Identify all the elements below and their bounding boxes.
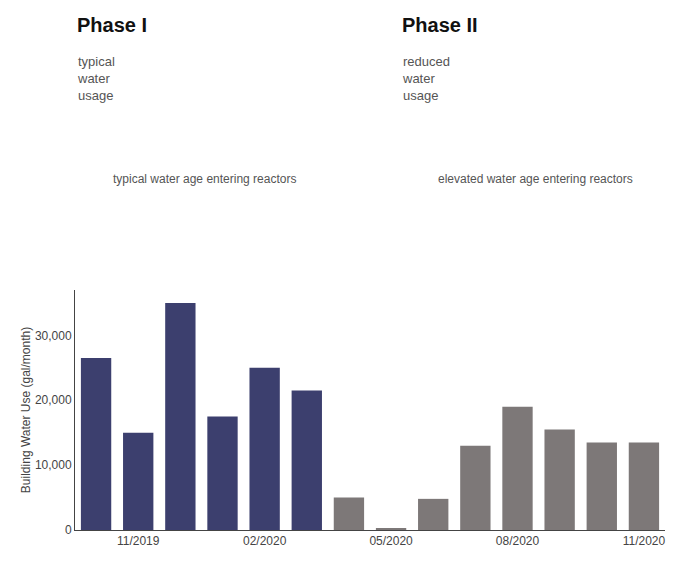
- svg-text:Phase II: Phase II: [402, 14, 478, 36]
- svg-text:Phase I: Phase I: [77, 14, 147, 36]
- svg-text:typical water age entering rea: typical water age entering reactors: [113, 172, 296, 186]
- svg-text:elevated water age entering re: elevated water age entering reactors: [438, 172, 633, 186]
- svg-text:05/2020: 05/2020: [369, 534, 413, 548]
- svg-text:typicalwaterusage: typicalwaterusage: [77, 54, 115, 103]
- svg-text:11/2020: 11/2020: [623, 534, 666, 548]
- svg-text:reducedwaterusage: reducedwaterusage: [402, 54, 450, 103]
- svg-text:10,000: 10,000: [35, 458, 72, 472]
- svg-text:20,000: 20,000: [35, 393, 72, 407]
- svg-text:0: 0: [65, 523, 72, 537]
- svg-text:30,000: 30,000: [35, 329, 72, 343]
- svg-text:11/2019: 11/2019: [117, 534, 160, 548]
- svg-text:Building Water Use (gal/month): Building Water Use (gal/month): [19, 327, 33, 493]
- svg-text:02/2020: 02/2020: [243, 534, 287, 548]
- svg-text:08/2020: 08/2020: [496, 534, 540, 548]
